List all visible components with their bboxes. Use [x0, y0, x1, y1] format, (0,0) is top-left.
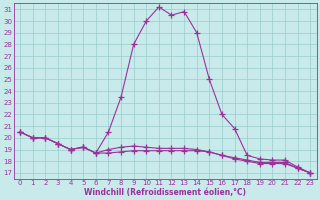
X-axis label: Windchill (Refroidissement éolien,°C): Windchill (Refroidissement éolien,°C) [84, 188, 246, 197]
